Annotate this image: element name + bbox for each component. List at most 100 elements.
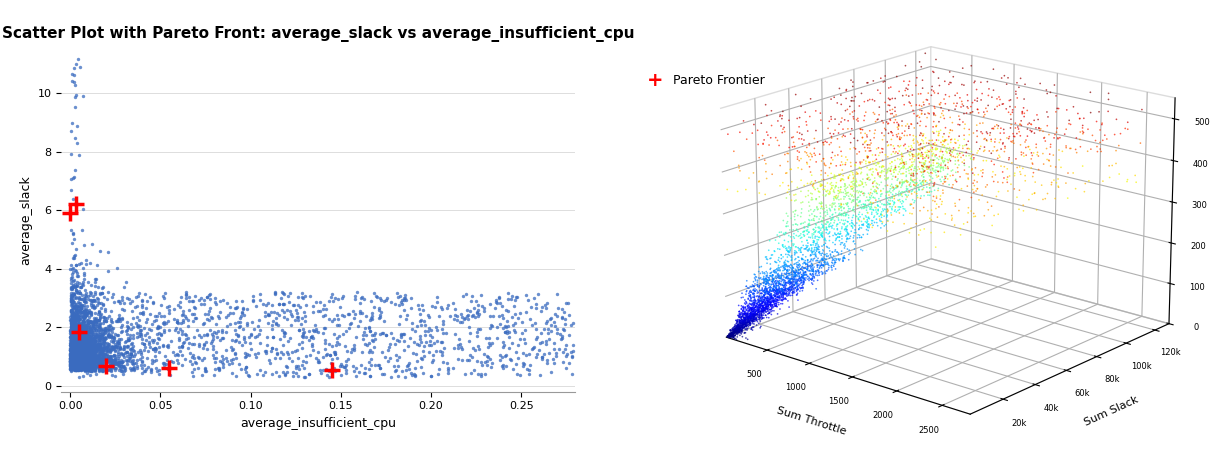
Point <box>498 307 518 315</box>
Point <box>88 354 108 361</box>
Point <box>140 333 159 341</box>
Point <box>72 355 92 362</box>
Point <box>93 367 113 374</box>
Point <box>73 281 93 288</box>
Point <box>73 347 93 354</box>
Point <box>124 346 143 353</box>
Point <box>497 306 517 313</box>
Point <box>84 297 104 304</box>
Point <box>339 310 359 318</box>
Point <box>76 346 95 354</box>
Point <box>65 319 84 326</box>
Title: Scatter Plot with Pareto Front: average_slack vs average_insufficient_cpu: Scatter Plot with Pareto Front: average_… <box>2 27 634 42</box>
Point <box>64 352 83 360</box>
Point <box>80 318 99 325</box>
Point <box>80 350 99 357</box>
Point <box>67 364 87 371</box>
Point <box>285 302 305 309</box>
Point <box>75 361 94 369</box>
Point <box>81 358 100 365</box>
Point <box>468 332 487 339</box>
Point <box>61 290 81 297</box>
Point <box>399 365 419 372</box>
Point <box>138 347 158 355</box>
Point <box>77 353 97 360</box>
Point <box>84 351 104 358</box>
Point <box>399 342 419 349</box>
Point <box>132 303 152 310</box>
Point <box>62 357 82 364</box>
Point <box>246 302 266 310</box>
Point <box>285 316 305 324</box>
Point <box>73 359 93 366</box>
Point <box>75 308 94 315</box>
Point <box>102 325 121 333</box>
Point <box>62 356 82 363</box>
Point <box>66 317 86 324</box>
Point <box>109 316 129 323</box>
Point <box>61 360 81 367</box>
Point <box>350 300 370 307</box>
Point <box>82 347 102 354</box>
Point <box>204 365 224 373</box>
Point <box>91 350 110 357</box>
Point <box>64 335 83 342</box>
Point <box>110 345 130 352</box>
Point <box>69 353 88 360</box>
Point <box>61 360 81 368</box>
Point <box>108 344 127 351</box>
Point <box>531 353 551 360</box>
Point <box>361 362 381 369</box>
Point <box>88 363 108 370</box>
Point <box>62 300 82 307</box>
Point <box>64 319 83 326</box>
Point <box>70 328 89 335</box>
Point <box>77 351 97 358</box>
Point <box>82 359 102 366</box>
Point <box>69 360 88 367</box>
Point <box>477 357 497 364</box>
Point <box>82 364 102 372</box>
Point <box>109 340 129 347</box>
Point <box>135 346 154 353</box>
Point <box>81 359 100 366</box>
Point <box>70 324 89 332</box>
Point <box>76 310 95 317</box>
Point <box>187 326 207 333</box>
Point <box>84 361 104 369</box>
Point <box>195 301 214 308</box>
Point <box>61 355 81 362</box>
Point <box>66 316 86 324</box>
Point <box>73 340 93 347</box>
Point <box>61 297 81 304</box>
Point <box>64 364 83 371</box>
Point <box>94 316 114 324</box>
Point <box>72 360 92 367</box>
Point <box>498 322 518 329</box>
Point <box>226 354 246 361</box>
Point <box>61 296 81 303</box>
Point <box>73 347 93 355</box>
Point <box>61 312 81 319</box>
Point <box>67 351 87 358</box>
Point <box>291 314 311 321</box>
Point <box>69 360 88 367</box>
Point <box>115 338 135 346</box>
Point <box>61 352 81 359</box>
Point <box>95 362 115 369</box>
Point <box>72 345 92 352</box>
Point <box>94 362 114 369</box>
Point <box>236 369 256 376</box>
Point <box>62 314 82 321</box>
Point <box>89 338 109 345</box>
Point <box>62 345 82 352</box>
Point <box>77 360 97 368</box>
Point <box>62 352 82 360</box>
Point <box>64 329 83 337</box>
Point <box>76 361 95 368</box>
Point <box>89 307 109 315</box>
Point <box>61 357 81 364</box>
Point <box>317 365 337 373</box>
Point <box>73 354 93 361</box>
Point <box>64 333 83 340</box>
